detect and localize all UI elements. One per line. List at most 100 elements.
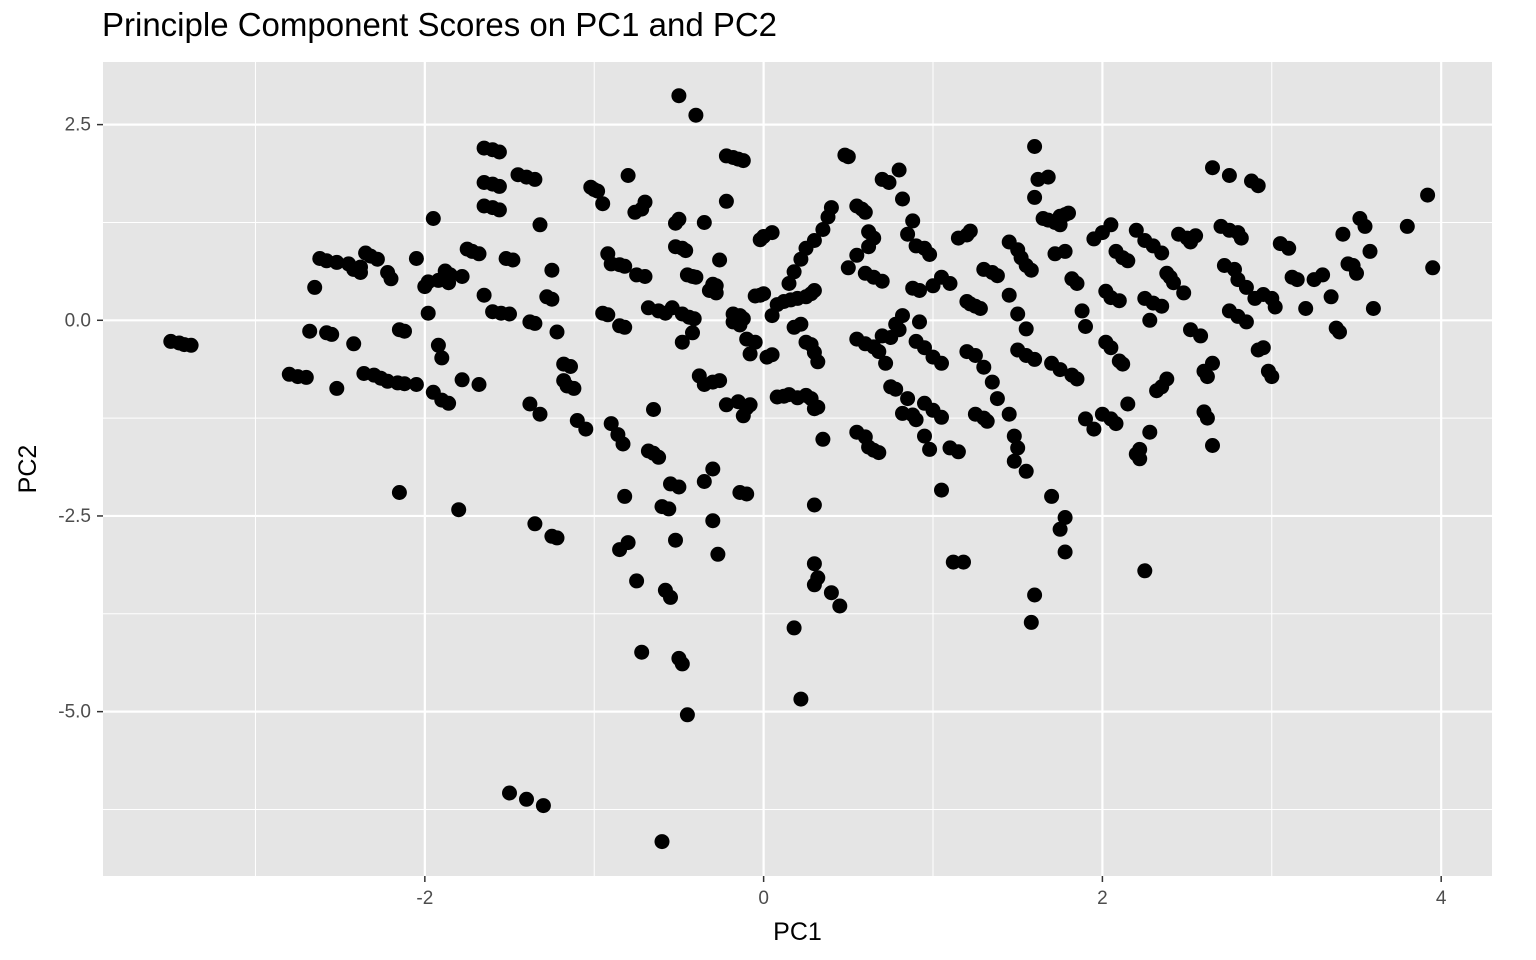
data-point: [1154, 298, 1170, 314]
data-point: [815, 431, 831, 447]
data-point: [549, 324, 565, 340]
data-point: [710, 546, 726, 562]
data-point: [905, 213, 921, 229]
data-point: [891, 162, 907, 178]
data-point: [900, 391, 916, 407]
data-point: [671, 88, 687, 104]
data-point: [712, 373, 728, 389]
data-point: [688, 269, 704, 285]
data-point: [1057, 510, 1073, 525]
data-point: [1298, 301, 1314, 316]
data-point: [895, 308, 910, 324]
data-point: [747, 334, 763, 350]
data-point: [976, 359, 992, 375]
data-point: [956, 554, 971, 570]
data-point: [590, 183, 606, 199]
data-point: [815, 222, 831, 237]
data-point: [1111, 293, 1127, 309]
data-point: [756, 286, 772, 302]
x-tick-label: -2: [416, 888, 433, 909]
data-point: [434, 350, 450, 366]
data-point: [1238, 314, 1254, 330]
data-point: [302, 323, 318, 339]
data-point: [663, 589, 678, 605]
data-point: [742, 397, 758, 413]
data-point: [1205, 438, 1220, 453]
data-point: [1044, 488, 1060, 504]
data-point: [612, 542, 628, 558]
data-point: [527, 516, 543, 532]
data-point: [615, 436, 631, 452]
data-point: [1255, 340, 1271, 356]
y-tick-label: -5.0: [58, 702, 91, 723]
data-point: [532, 217, 548, 233]
data-point: [1115, 356, 1131, 372]
data-point: [891, 322, 907, 338]
data-point: [739, 486, 755, 502]
x-tick-label: 2: [1097, 888, 1108, 909]
data-point: [454, 372, 470, 388]
data-point: [1001, 406, 1017, 422]
data-point: [678, 243, 694, 259]
data-point: [1221, 168, 1237, 183]
data-point: [617, 319, 633, 335]
data-point: [810, 399, 826, 415]
data-point: [942, 276, 958, 291]
data-point: [1323, 289, 1339, 305]
data-point: [1281, 240, 1297, 256]
data-point: [1132, 441, 1148, 457]
data-point: [353, 265, 368, 280]
data-point: [1108, 416, 1124, 432]
data-point: [637, 269, 653, 284]
data-point: [793, 691, 809, 707]
data-point: [730, 394, 746, 410]
data-point: [950, 444, 966, 460]
data-point: [1001, 287, 1017, 303]
data-point: [425, 384, 441, 400]
data-point: [1362, 243, 1378, 259]
data-point: [1188, 228, 1204, 244]
data-point: [505, 252, 521, 268]
data-point: [522, 396, 538, 412]
data-point: [1128, 222, 1144, 238]
data-point: [823, 200, 839, 216]
data-point: [742, 346, 758, 362]
data-point: [307, 279, 323, 295]
data-point: [1142, 424, 1158, 440]
data-point: [454, 269, 470, 284]
data-point: [912, 314, 927, 330]
data-point: [793, 316, 809, 332]
data-point: [1103, 340, 1119, 356]
data-point: [972, 301, 988, 316]
data-point: [786, 264, 802, 280]
data-point: [679, 707, 695, 723]
data-point: [1205, 355, 1220, 371]
data-point: [1142, 312, 1158, 328]
data-point: [620, 168, 636, 183]
data-point: [764, 347, 780, 363]
data-point: [544, 262, 560, 278]
data-point: [1052, 362, 1068, 378]
data-point: [383, 271, 399, 287]
data-point: [549, 530, 565, 546]
data-point: [967, 348, 983, 363]
data-point: [806, 497, 822, 513]
data-point: [1315, 267, 1331, 283]
data-point: [1078, 319, 1093, 334]
data-point: [369, 251, 385, 267]
data-point: [634, 644, 650, 660]
data-point: [806, 233, 822, 248]
data-point: [183, 337, 199, 353]
data-point: [1425, 260, 1441, 276]
y-tick-label: -2.5: [58, 506, 91, 527]
data-point: [1166, 275, 1181, 291]
data-point: [962, 223, 978, 239]
data-point: [556, 373, 572, 389]
data-point: [708, 285, 724, 301]
data-point: [441, 395, 457, 411]
data-point: [527, 315, 543, 331]
data-point: [696, 474, 712, 489]
data-point: [595, 196, 611, 212]
data-point: [1154, 245, 1170, 261]
